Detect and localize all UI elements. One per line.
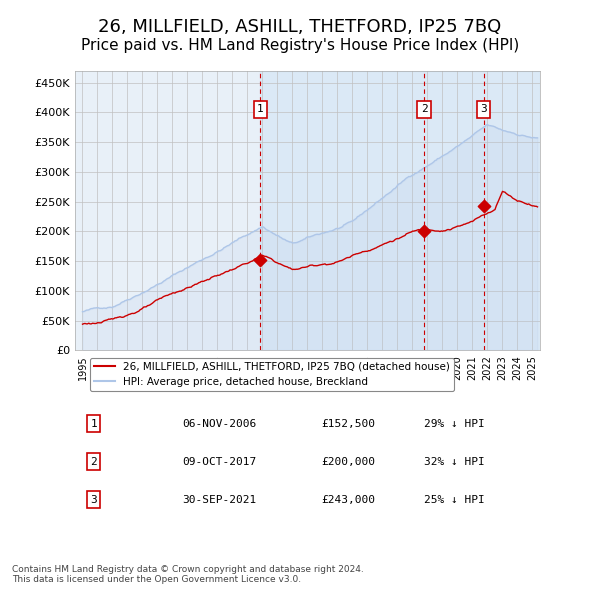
Legend: 26, MILLFIELD, ASHILL, THETFORD, IP25 7BQ (detached house), HPI: Average price, : 26, MILLFIELD, ASHILL, THETFORD, IP25 7B… <box>89 358 454 391</box>
Text: 1: 1 <box>90 419 97 429</box>
Text: 32% ↓ HPI: 32% ↓ HPI <box>424 457 485 467</box>
Text: 26, MILLFIELD, ASHILL, THETFORD, IP25 7BQ: 26, MILLFIELD, ASHILL, THETFORD, IP25 7B… <box>98 18 502 36</box>
Text: 06-NOV-2006: 06-NOV-2006 <box>182 419 256 429</box>
Bar <box>260 71 540 350</box>
Text: 25% ↓ HPI: 25% ↓ HPI <box>424 495 485 505</box>
Text: 29% ↓ HPI: 29% ↓ HPI <box>424 419 485 429</box>
Text: 3: 3 <box>90 495 97 505</box>
Point <box>479 201 488 211</box>
Text: 3: 3 <box>481 104 487 114</box>
Text: £200,000: £200,000 <box>322 457 376 467</box>
Text: 1: 1 <box>257 104 263 114</box>
Text: Contains HM Land Registry data © Crown copyright and database right 2024.
This d: Contains HM Land Registry data © Crown c… <box>12 565 364 584</box>
Text: £243,000: £243,000 <box>322 495 376 505</box>
Text: 09-OCT-2017: 09-OCT-2017 <box>182 457 256 467</box>
Point <box>256 255 265 264</box>
Text: Price paid vs. HM Land Registry's House Price Index (HPI): Price paid vs. HM Land Registry's House … <box>81 38 519 53</box>
Point <box>419 227 429 236</box>
Text: £152,500: £152,500 <box>322 419 376 429</box>
Text: 2: 2 <box>421 104 427 114</box>
Text: 2: 2 <box>90 457 97 467</box>
Text: 30-SEP-2021: 30-SEP-2021 <box>182 495 256 505</box>
